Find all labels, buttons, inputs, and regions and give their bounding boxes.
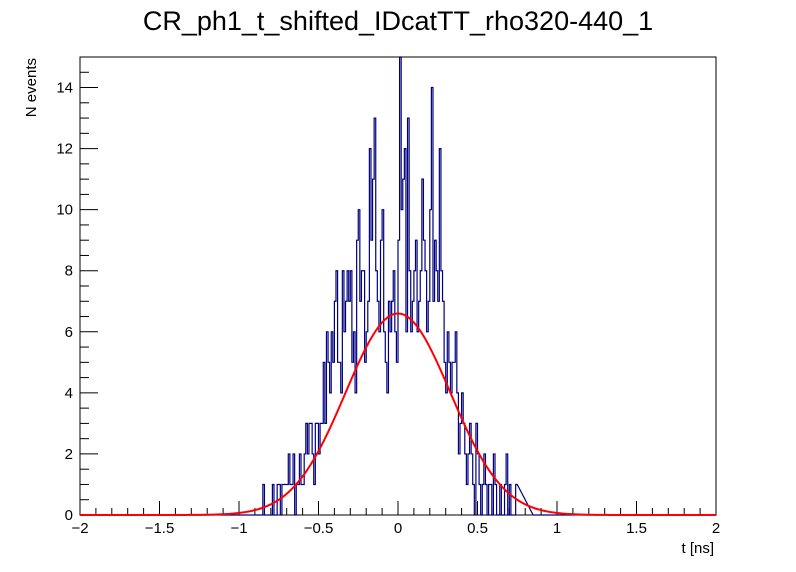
y-tick-label: 2 bbox=[65, 446, 73, 463]
x-tick-label: −1.5 bbox=[145, 520, 175, 537]
x-tick-label: 0 bbox=[394, 520, 402, 537]
histogram-series bbox=[80, 56, 716, 516]
y-tick-label: 10 bbox=[56, 202, 73, 219]
x-tick-label: −2 bbox=[71, 520, 88, 537]
x-axis-label: t [ns] bbox=[681, 540, 714, 557]
y-tick-label: 8 bbox=[65, 263, 73, 280]
y-tick-label: 4 bbox=[65, 385, 73, 402]
x-tick-label: 2 bbox=[712, 520, 720, 537]
y-tick-label: 12 bbox=[56, 141, 73, 158]
chart-title: CR_ph1_t_shifted_IDcatTT_rho320-440_1 bbox=[143, 6, 653, 36]
x-tick-label: 1 bbox=[553, 520, 561, 537]
x-tick-label: 0.5 bbox=[467, 520, 488, 537]
x-tick-label: −0.5 bbox=[304, 520, 334, 537]
y-axis-label: N events bbox=[23, 58, 40, 117]
gaussian-fit-line bbox=[80, 312, 716, 516]
x-tick-label: 1.5 bbox=[626, 520, 647, 537]
y-tick-label: 14 bbox=[56, 80, 73, 97]
plot-area: 0 2 4 6 8 10 12 14 −2 −1.5 −1 −0.5 0 0.5 1 1.5 2 bbox=[56, 56, 720, 537]
y-tick-label: 6 bbox=[65, 324, 73, 341]
y-tick-label: 0 bbox=[65, 507, 73, 524]
x-tick-label: −1 bbox=[230, 520, 247, 537]
